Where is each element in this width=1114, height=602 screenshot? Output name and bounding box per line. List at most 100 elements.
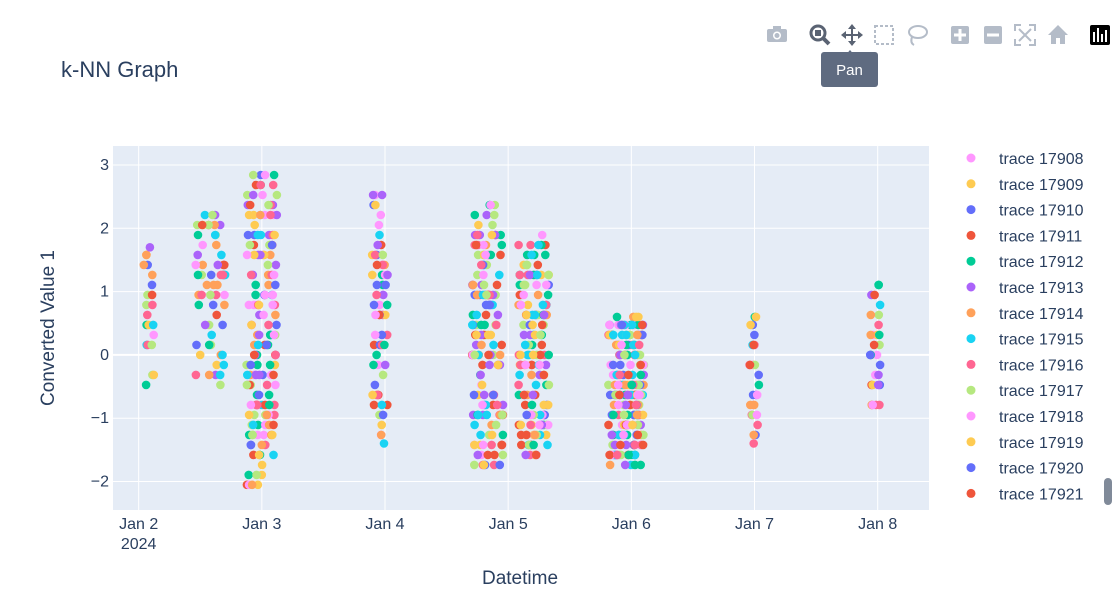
scatter-point[interactable] [514,380,523,390]
scatter-point[interactable] [483,330,493,340]
scatter-point[interactable] [874,310,884,320]
scatter-point[interactable] [204,370,214,380]
scatter-point[interactable] [483,450,493,460]
scatter-point[interactable] [543,420,553,430]
scatter-point[interactable] [148,320,158,330]
scatter-point[interactable] [269,170,279,180]
scatter-point[interactable] [208,300,218,310]
scatter-point[interactable] [148,270,157,280]
scatter-point[interactable] [270,410,279,420]
scatter-point[interactable] [377,420,387,430]
scatter-point[interactable] [193,250,202,260]
scatter-point[interactable] [527,400,537,410]
scatter-point[interactable] [521,450,530,460]
scatter-point[interactable] [147,280,157,290]
scatter-point[interactable] [476,430,485,440]
scatter-point[interactable] [492,400,502,410]
scatter-point[interactable] [472,330,481,340]
scatter-point[interactable] [617,340,626,350]
scatter-point[interactable] [495,270,504,280]
scatter-point[interactable] [753,420,762,430]
scatter-point[interactable] [477,380,487,390]
scatter-point[interactable] [528,350,538,360]
scatter-point[interactable] [522,410,531,420]
lasso-select-icon[interactable] [908,25,928,46]
scatter-point[interactable] [531,380,541,390]
scatter-point[interactable] [522,260,532,270]
scatter-point[interactable] [519,390,529,400]
scatter-point[interactable] [249,350,259,360]
scatter-point[interactable] [270,230,279,240]
scatter-point[interactable] [149,370,159,380]
scatter-point[interactable] [262,380,272,390]
scatter-point[interactable] [519,290,528,300]
scatter-point[interactable] [254,370,264,380]
scatter-point[interactable] [149,330,158,340]
scatter-point[interactable] [370,330,380,340]
scatter-point[interactable] [383,270,392,280]
scatter-point[interactable] [532,280,541,290]
scatter-point[interactable] [374,220,384,230]
scatter-point[interactable] [371,200,380,210]
scatter-point[interactable] [633,430,643,440]
scatter-point[interactable] [604,380,613,390]
scatter-point[interactable] [378,410,388,420]
scatter-point[interactable] [218,350,227,360]
scatter-point[interactable] [613,380,623,390]
scatter-point[interactable] [531,450,541,460]
scatter-point[interactable] [754,380,764,390]
legend-item[interactable]: trace 17916 [966,357,1084,374]
scatter-point[interactable] [620,350,629,360]
scatter-point[interactable] [541,250,550,260]
scatter-point[interactable] [369,360,378,370]
scatter-point[interactable] [491,420,501,430]
scatter-point[interactable] [487,230,497,240]
scatter-point[interactable] [516,300,526,310]
legend-item[interactable]: trace 17917 [966,383,1084,400]
scatter-point[interactable] [142,300,151,310]
scatter-point[interactable] [869,340,879,350]
scatter-point[interactable] [489,340,498,350]
scatter-point[interactable] [210,230,220,240]
scatter-point[interactable] [479,240,488,250]
scatter-point[interactable] [468,320,477,330]
scatter-point[interactable] [249,250,259,260]
scatter-point[interactable] [478,360,487,370]
scatter-point[interactable] [474,220,483,230]
scatter-point[interactable] [213,280,222,290]
scatter-point[interactable] [372,280,382,290]
scatter-point[interactable] [624,450,633,460]
scatter-point[interactable] [370,380,380,390]
scatter-point[interactable] [471,240,481,250]
scatter-point[interactable] [496,250,505,260]
scatter-point[interactable] [251,290,260,300]
scatter-point[interactable] [269,270,279,280]
scatter-point[interactable] [749,430,758,440]
scatter-point[interactable] [539,310,549,320]
pan-icon[interactable] [841,24,863,46]
scatter-point[interactable] [534,240,543,250]
scatter-point[interactable] [194,300,204,310]
scatter-point[interactable] [197,290,206,300]
scatter-point[interactable] [870,290,879,300]
scatter-point[interactable] [485,360,494,370]
scatter-point[interactable] [271,310,280,320]
scatter-point[interactable] [498,410,507,420]
scatter-point[interactable] [487,440,496,450]
scatter-point[interactable] [377,190,387,200]
scatter-point[interactable] [147,290,157,300]
scatter-point[interactable] [268,290,278,300]
scatter-point[interactable] [875,300,885,310]
scatter-point[interactable] [520,340,530,350]
scatter-point[interactable] [752,410,762,420]
scatter-point[interactable] [521,360,530,370]
scatter-point[interactable] [216,380,225,390]
scatter-point[interactable] [609,410,618,420]
plotly-logo-icon[interactable] [1090,25,1110,45]
scatter-point[interactable] [605,450,614,460]
scatter-point[interactable] [535,360,544,370]
scatter-point[interactable] [145,243,155,252]
scatter-point[interactable] [605,460,615,470]
scatter-point[interactable] [614,400,623,410]
scatter-point[interactable] [604,420,613,430]
